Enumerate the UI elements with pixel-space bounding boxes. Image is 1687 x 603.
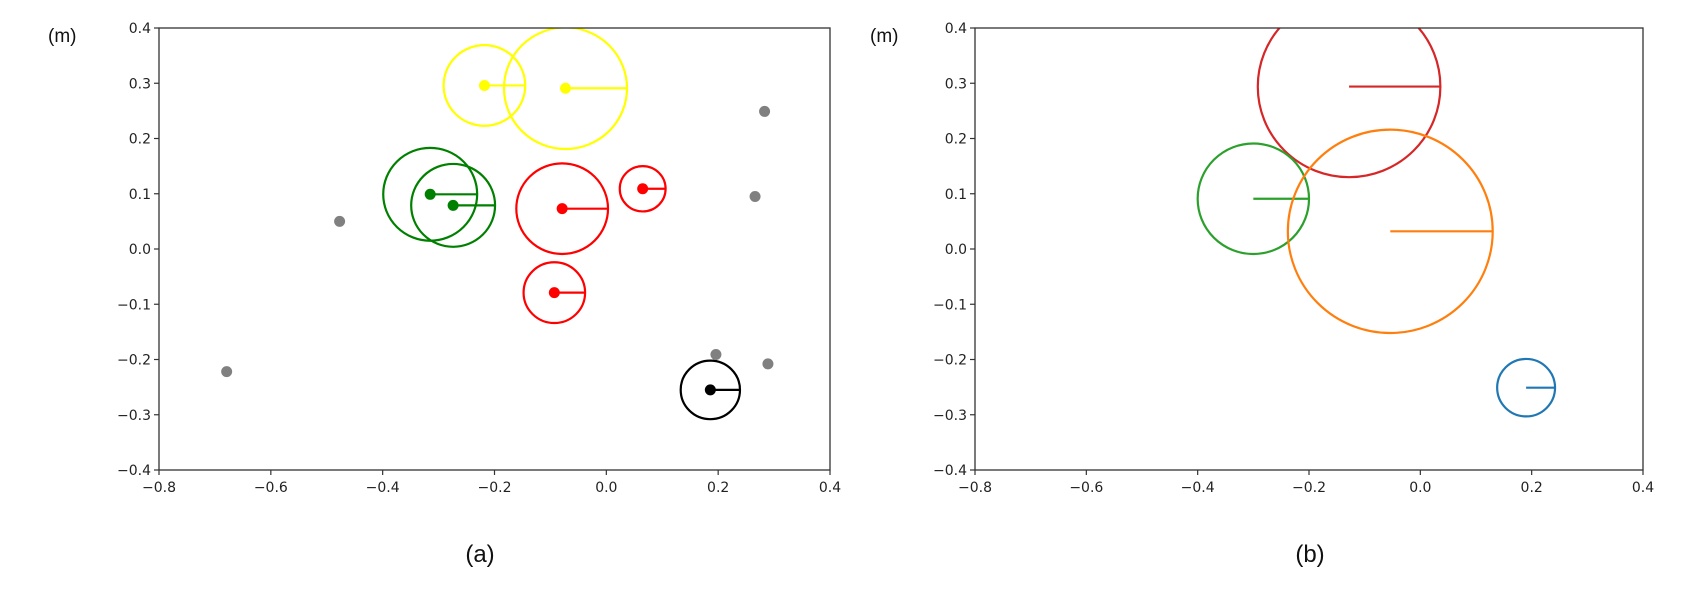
- point: [762, 358, 774, 370]
- center-point: [704, 384, 716, 396]
- x-tick-label: 0.2: [707, 480, 729, 496]
- y-axis-unit-label: (m): [870, 26, 898, 47]
- x-tick-label: 0.0: [1409, 480, 1431, 496]
- center-point: [424, 188, 436, 200]
- x-tick-label: 0.4: [1632, 480, 1654, 496]
- y-tick-label: 0.2: [945, 132, 967, 148]
- x-tick-label: −0.6: [254, 480, 288, 496]
- point: [759, 105, 771, 117]
- center-point: [447, 199, 459, 211]
- plot-a: −0.8 −0.6 −0.4 −0.2 0.0 0.2 0.4 −0.4 −0.3 −0.2 −0.…: [48, 21, 841, 568]
- y-tick-label: −0.3: [117, 408, 151, 424]
- y-tick-label: 0.1: [945, 187, 967, 203]
- x-tick-label: −0.4: [1181, 480, 1215, 496]
- y-axis-unit-label: (m): [48, 26, 76, 47]
- point: [710, 349, 722, 361]
- y-tick-label: −0.1: [117, 297, 151, 313]
- center-point: [556, 203, 568, 215]
- y-tick-label: −0.2: [117, 353, 151, 369]
- point: [749, 191, 761, 203]
- x-tick-label: −0.2: [1292, 480, 1326, 496]
- x-tick-label: −0.2: [478, 480, 512, 496]
- y-tick-label: −0.2: [933, 353, 967, 369]
- axes-frame: [158, 27, 831, 471]
- y-tick-label: 0.0: [129, 242, 151, 258]
- center-point: [560, 82, 572, 94]
- x-tick-label: −0.8: [142, 480, 176, 496]
- x-tick-label: 0.0: [595, 480, 617, 496]
- x-tick-label: 0.2: [1521, 480, 1543, 496]
- data-layer: [1196, 28, 1557, 418]
- y-tick-label: 0.4: [945, 21, 967, 37]
- y-tick-label: 0.3: [129, 76, 151, 92]
- axes-frame: [974, 27, 1644, 471]
- data-layer: [221, 28, 774, 421]
- y-tick-label: 0.1: [129, 187, 151, 203]
- center-point: [478, 79, 490, 91]
- range-circle: [1256, 28, 1442, 179]
- subfigure-caption: (a): [465, 541, 494, 568]
- x-tick-label: 0.4: [819, 480, 841, 496]
- y-tick-label: −0.1: [933, 297, 967, 313]
- point: [334, 215, 346, 227]
- range-circle: [1196, 142, 1311, 256]
- center-point: [548, 287, 560, 299]
- x-tick-label: −0.8: [958, 480, 992, 496]
- y-tick-label: −0.4: [117, 463, 151, 479]
- y-tick-label: 0.2: [129, 132, 151, 148]
- point: [221, 366, 233, 378]
- x-tick-label: −0.4: [366, 480, 400, 496]
- y-tick-label: −0.4: [933, 463, 967, 479]
- y-tick-label: −0.3: [933, 408, 967, 424]
- x-tick-label: −0.6: [1069, 480, 1103, 496]
- y-tick-label: 0.3: [945, 76, 967, 92]
- center-point: [637, 183, 649, 195]
- plot-b: −0.8 −0.6 −0.4 −0.2 0.0 0.2 0.4 −0.4 −0.3 −0.2 −0.…: [870, 21, 1654, 568]
- subfigure-caption: (b): [1295, 541, 1324, 568]
- y-tick-label: 0.4: [129, 21, 151, 37]
- y-tick-label: 0.0: [945, 242, 967, 258]
